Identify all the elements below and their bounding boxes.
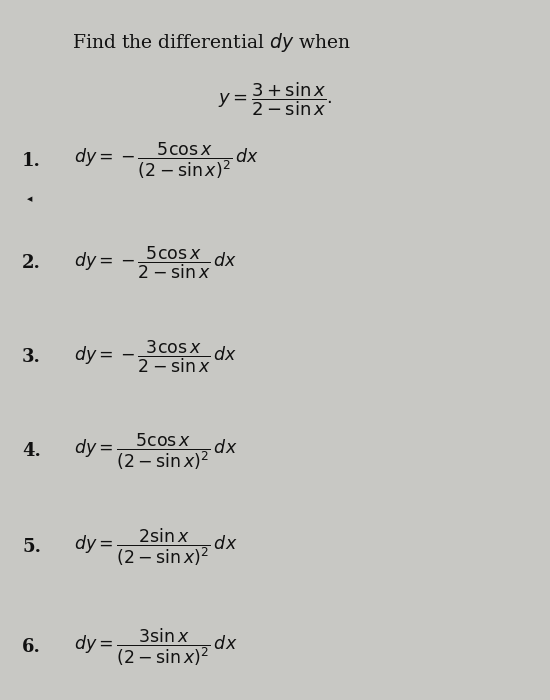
Text: 6.: 6. [22,638,41,657]
Text: $dy = -\dfrac{5\cos x}{(2 - \sin x)^2}\, dx$: $dy = -\dfrac{5\cos x}{(2 - \sin x)^2}\,… [74,141,259,181]
Text: $dy = \dfrac{5\cos x}{(2 - \sin x)^2}\, dx$: $dy = \dfrac{5\cos x}{(2 - \sin x)^2}\, … [74,431,238,472]
Text: 1.: 1. [22,152,41,170]
Text: $dy = \dfrac{2\sin x}{(2 - \sin x)^2}\, dx$: $dy = \dfrac{2\sin x}{(2 - \sin x)^2}\, … [74,526,238,568]
Text: $\blacktriangleleft$: $\blacktriangleleft$ [25,195,34,204]
Text: 2.: 2. [22,253,41,272]
Text: $dy = \dfrac{3\sin x}{(2 - \sin x)^2}\, dx$: $dy = \dfrac{3\sin x}{(2 - \sin x)^2}\, … [74,626,238,668]
Text: $dy = -\dfrac{5\cos x}{2 - \sin x}\, dx$: $dy = -\dfrac{5\cos x}{2 - \sin x}\, dx$ [74,244,237,281]
Text: 3.: 3. [22,348,41,366]
Text: 5.: 5. [22,538,41,557]
Text: $dy = -\dfrac{3\cos x}{2 - \sin x}\, dx$: $dy = -\dfrac{3\cos x}{2 - \sin x}\, dx$ [74,339,237,375]
Text: 4.: 4. [22,442,41,461]
Text: $y = \dfrac{3 + \sin x}{2 - \sin x}.$: $y = \dfrac{3 + \sin x}{2 - \sin x}.$ [218,80,332,118]
Text: Find the differential $dy$ when: Find the differential $dy$ when [72,32,351,55]
